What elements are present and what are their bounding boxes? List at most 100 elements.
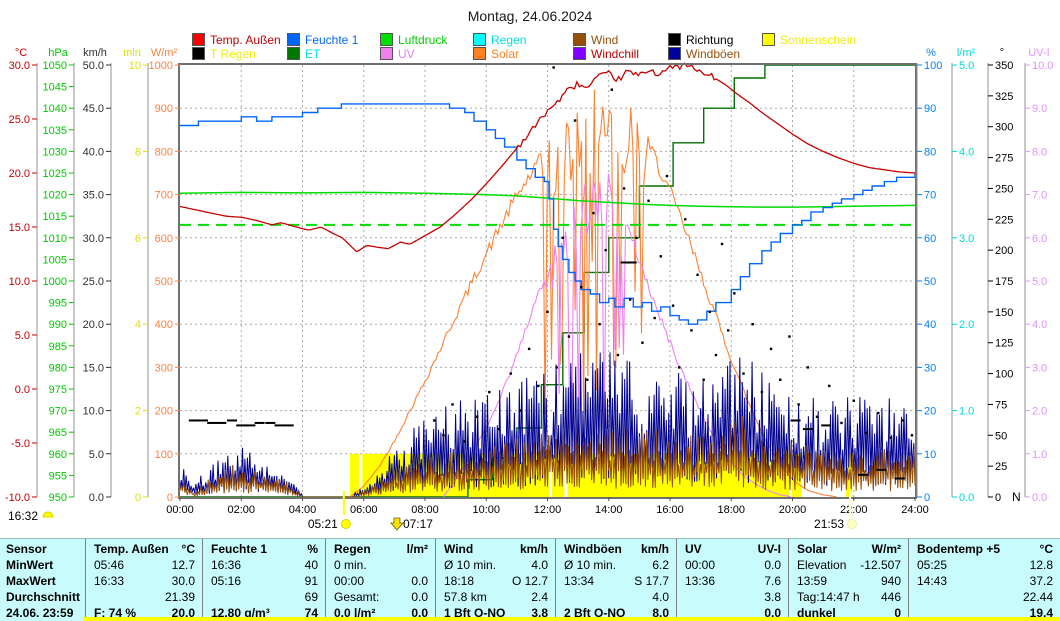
svg-text:350: 350 [995, 60, 1013, 72]
svg-text:50: 50 [995, 430, 1007, 442]
svg-text:75: 75 [995, 399, 1007, 411]
svg-text:2.0: 2.0 [1032, 406, 1047, 418]
cell-value: 4.0 [531, 558, 548, 572]
column-name: Windböen [564, 541, 622, 556]
cell-value: 74 [304, 606, 318, 620]
legend-item-windb-en: Windböen [668, 47, 740, 61]
table-col-sensor: Sensor MinWert MaxWert Durchschnitt 24.06. 2… [0, 539, 85, 621]
svg-text:N: N [1012, 490, 1021, 504]
axis-uv-i: UV-I 0.0 1.0 2.0 3.0 4.0 5.0 6.0 7.0 8.0 9.0 10.0 [1024, 47, 1053, 504]
column-header: Feuchte 1% [203, 540, 325, 557]
svg-text:10: 10 [924, 449, 936, 461]
table-cell: 12.80 g/m³ 74 [203, 605, 325, 621]
table-cell: 21.39 [86, 589, 202, 605]
wind-color-swatch [573, 33, 586, 46]
svg-text:60: 60 [924, 233, 936, 245]
column-unit: km/h [640, 541, 669, 556]
legend-item-solar: Solar [473, 47, 519, 61]
table-cell: 18:18 O 12.7 [436, 573, 555, 589]
column-header: Bodentemp +5 °C [909, 540, 1060, 557]
legend-item-luftdruck: Luftdruck [380, 33, 447, 47]
axis-hpa: hPa 950 955 960 965 970 975 980 985 990 995 1000 100… [43, 47, 75, 504]
table-cell: 05:16 91 [203, 573, 325, 589]
table-col-temp-au-en: Temp. Außen °C 05:46 12.7 16:33 30.0 21.39 F: 7… [85, 539, 202, 621]
svg-text:30.0: 30.0 [83, 233, 104, 245]
cell-value: 22.44 [1022, 590, 1053, 604]
luftdruck-color-swatch [380, 33, 393, 46]
table-cell: 05:46 12.7 [86, 557, 202, 573]
column-name: UV [685, 541, 702, 556]
svg-text:10.0: 10.0 [1032, 60, 1053, 72]
legend-item-temp-au-en: Temp. Außen [192, 33, 281, 47]
svg-text:70: 70 [924, 190, 936, 202]
svg-text:7.0: 7.0 [1032, 190, 1047, 202]
feuchte-1-color-swatch [287, 33, 300, 46]
svg-text:°C: °C [15, 47, 27, 59]
cell-value: 69 [304, 590, 318, 604]
table-cell: 57.8 km 2.4 [436, 589, 555, 605]
svg-text:5.0: 5.0 [15, 330, 30, 342]
axis-c: °C -10.0 -5.0 0.0 5.0 10.0 15.0 20.0 25.0 30.0 [5, 47, 38, 504]
axis-min: min 0 2 4 6 8 10 [123, 47, 149, 504]
svg-text:25: 25 [995, 461, 1007, 473]
svg-text:500: 500 [155, 276, 173, 288]
series-temp-aussen [179, 62, 916, 253]
column-header: UV UV-I [677, 540, 788, 557]
cell-label: Tag:14:47 h [797, 590, 860, 604]
legend-label: Regen [491, 32, 527, 47]
svg-text:1025: 1025 [43, 168, 67, 180]
legend-item-wind: Wind [573, 33, 618, 47]
svg-text:20.0: 20.0 [9, 168, 30, 180]
svg-text:05:21: 05:21 [308, 517, 338, 531]
svg-text:00:00: 00:00 [166, 504, 194, 516]
windchill-color-swatch [573, 47, 586, 60]
svg-text:04:00: 04:00 [289, 504, 317, 516]
svg-text:2.0: 2.0 [959, 319, 974, 331]
svg-text:225: 225 [995, 214, 1013, 226]
svg-text:1015: 1015 [43, 211, 67, 223]
svg-text:1035: 1035 [43, 125, 67, 137]
svg-text:15.0: 15.0 [9, 222, 30, 234]
svg-text:955: 955 [49, 470, 67, 482]
table-cell: 13:59 940 [789, 573, 908, 589]
cell-label: 13:36 [685, 574, 716, 588]
row-header-24-06-23-59: 24.06. 23:59 [6, 606, 74, 620]
column-header: Solar W/m² [789, 540, 908, 557]
svg-text:1.0: 1.0 [959, 406, 974, 418]
sonnenschein-color-swatch [762, 33, 775, 46]
axis-: % 0 10 20 30 40 50 60 70 80 90 100 [916, 47, 942, 504]
table-cell: 16:36 40 [203, 557, 325, 573]
table-cell: Elevation -12.507 [789, 557, 908, 573]
svg-text:1.0: 1.0 [1032, 449, 1047, 461]
temp-au-en-color-swatch [192, 33, 205, 46]
column-unit: % [307, 541, 318, 556]
svg-text:800: 800 [155, 146, 173, 158]
svg-text:150: 150 [995, 307, 1013, 319]
column-header: Regen l/m² [326, 540, 435, 557]
cell-value: S 17.7 [634, 574, 669, 588]
table-col-uv: UV UV-I 00:00 0.0 13:36 7.6 3.8 0.0 [676, 539, 788, 621]
table-cell: 13:36 7.6 [677, 573, 788, 589]
legend-label: T Regen [210, 46, 256, 61]
table-cell: Gesamt: 0.0 [326, 589, 435, 605]
table-col-windb-en: Windböen km/h Ø 10 min. 6.2 13:34 S 17.7 4.0 2 … [555, 539, 676, 621]
table-cell: 00:00 0.0 [326, 573, 435, 589]
row-header-durchschnitt: Durchschnitt [6, 590, 81, 604]
svg-text:25.0: 25.0 [83, 276, 104, 288]
legend-item-sonnenschein: Sonnenschein [762, 33, 856, 47]
chart-legend: Temp. Außen Feuchte 1 Luftdruck Regen Wind Ri… [0, 33, 1060, 63]
cell-label: 57.8 km [444, 590, 487, 604]
cell-label: 13:59 [797, 574, 828, 588]
svg-text:400: 400 [155, 319, 173, 331]
time-marker-21-53: 21:53 [814, 491, 858, 531]
cell-label: 1 Bft O-NO [444, 606, 506, 620]
cell-value: 6.2 [652, 558, 669, 572]
svg-text:6.0: 6.0 [1032, 233, 1047, 245]
svg-text:°: ° [1000, 47, 1004, 59]
svg-text:1000: 1000 [43, 276, 67, 288]
svg-text:12:00: 12:00 [534, 504, 562, 516]
svg-text:20.0: 20.0 [83, 319, 104, 331]
svg-text:970: 970 [49, 406, 67, 418]
table-col-solar: Solar W/m² Elevation -12.507 13:59 940 Tag:14:… [788, 539, 908, 621]
svg-text:18:00: 18:00 [717, 504, 745, 516]
